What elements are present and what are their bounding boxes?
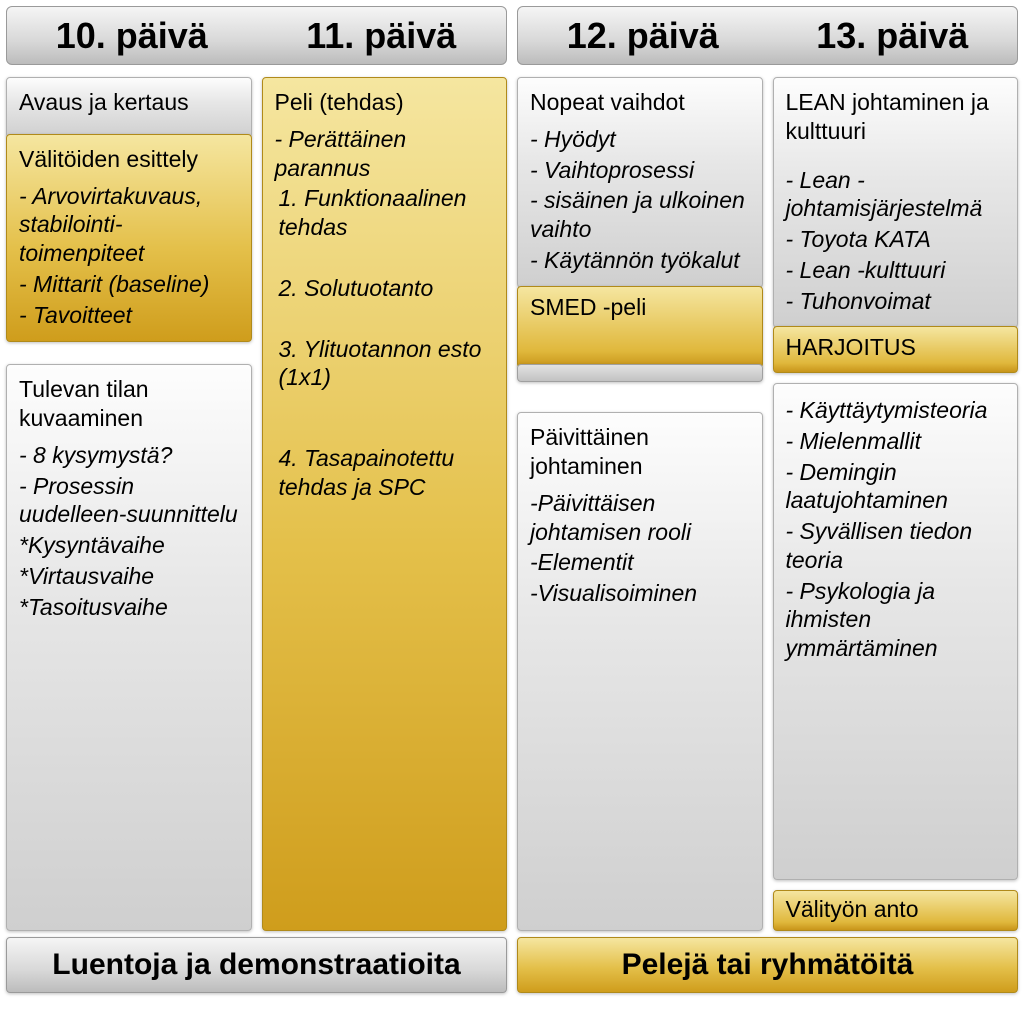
line: - Käyttäytymisteoria <box>786 396 1006 425</box>
line: -Päivittäisen johtamisen rooli <box>530 489 750 547</box>
col4-top-stack: LEAN johtaminen ja kulttuuri - Lean -joh… <box>773 77 1019 373</box>
line: - Lean -johtamisjärjestelmä <box>786 166 1006 224</box>
line: - Hyödyt <box>530 125 750 154</box>
strip-label: Välityön anto <box>786 896 919 922</box>
header-day-12: 12. päivä <box>518 11 768 60</box>
footer: Luentoja ja demonstraatioita Pelejä tai … <box>0 937 1024 999</box>
card-title: Välitöiden esittely <box>19 145 239 174</box>
card-title: Nopeat vaihdot <box>530 88 750 117</box>
header: 10. päivä 11. päivä 12. päivä 13. päivä <box>0 0 1024 65</box>
card-body: - Arvovirtakuvaus, stabilointi-toimenpit… <box>19 182 239 330</box>
footer-right: Pelejä tai ryhmätöitä <box>517 937 1018 993</box>
line: - Arvovirtakuvaus, stabilointi-toimenpit… <box>19 182 239 268</box>
line: - Mittarit (baseline) <box>19 270 239 299</box>
header-left-block: 10. päivä 11. päivä <box>6 6 507 65</box>
header-right-block: 12. päivä 13. päivä <box>517 6 1018 65</box>
line: - Syvällisen tiedon teoria <box>786 517 1006 575</box>
card-title: Peli (tehdas) <box>275 88 495 117</box>
line: 3. Ylituotannon esto (1x1) <box>275 335 495 393</box>
card-tulevan: Tulevan tilan kuvaaminen - 8 kysymystä? … <box>6 364 252 931</box>
card-lean-johtaminen: LEAN johtaminen ja kulttuuri - Lean -joh… <box>773 77 1019 328</box>
header-day-10: 10. päivä <box>7 11 257 60</box>
card-avaus: Avaus ja kertaus <box>6 77 252 138</box>
card-body: - Perättäinen parannus 1. Funktionaaline… <box>275 125 495 502</box>
strip-valityon: Välityön anto <box>773 890 1019 931</box>
card-title: Päivittäinen johtaminen <box>530 423 750 481</box>
line: - Lean -kulttuuri <box>786 256 1006 285</box>
card-title: Tulevan tilan kuvaaminen <box>19 375 239 433</box>
column-day-12: Nopeat vaihdot - Hyödyt - Vaihtoprosessi… <box>517 77 763 931</box>
card-paivittainen: Päivittäinen johtaminen -Päivittäisen jo… <box>517 412 763 931</box>
line: - 8 kysymystä? <box>19 441 239 470</box>
line: 2. Solutuotanto <box>275 274 495 303</box>
col3-top-stack: Nopeat vaihdot - Hyödyt - Vaihtoprosessi… <box>517 77 763 382</box>
header-day-13: 13. päivä <box>768 11 1018 60</box>
line: - Prosessin uudelleen-suunnittelu <box>19 472 239 530</box>
col1-top-stack: Avaus ja kertaus Välitöiden esittely - A… <box>6 77 252 342</box>
card-body: -Päivittäisen johtamisen rooli -Elementi… <box>530 489 750 608</box>
card-peli-tehdas: Peli (tehdas) - Perättäinen parannus 1. … <box>262 77 508 931</box>
strip-harjoitus: HARJOITUS <box>773 326 1019 373</box>
footer-left: Luentoja ja demonstraatioita <box>6 937 507 993</box>
card-nopeat: Nopeat vaihdot - Hyödyt - Vaihtoprosessi… <box>517 77 763 288</box>
column-day-10: Avaus ja kertaus Välitöiden esittely - A… <box>6 77 252 931</box>
line: - Toyota KATA <box>786 225 1006 254</box>
column-day-11: Peli (tehdas) - Perättäinen parannus 1. … <box>262 77 508 931</box>
line: *Tasoitusvaihe <box>19 593 239 622</box>
header-day-11: 11. päivä <box>257 11 507 60</box>
line: - Psykologia ja ihmisten ymmärtäminen <box>786 577 1006 663</box>
line: -Elementit <box>530 548 750 577</box>
divider-strip <box>517 364 763 382</box>
line: - Tuhonvoimat <box>786 287 1006 316</box>
line: *Virtausvaihe <box>19 562 239 591</box>
line: 4. Tasapainotettu tehdas ja SPC <box>275 444 495 502</box>
card-body: - Lean -johtamisjärjestelmä - Toyota KAT… <box>786 166 1006 316</box>
line: - Vaihtoprosessi <box>530 156 750 185</box>
strip-smed: SMED -peli <box>517 286 763 369</box>
line: -Visualisoiminen <box>530 579 750 608</box>
card-title: LEAN johtaminen ja kulttuuri <box>786 88 1006 146</box>
line: - Mielenmallit <box>786 427 1006 456</box>
card-valitoiden: Välitöiden esittely - Arvovirtakuvaus, s… <box>6 134 252 343</box>
line: *Kysyntävaihe <box>19 531 239 560</box>
line: 1. Funktionaalinen tehdas <box>275 184 495 242</box>
card-body: - Käyttäytymisteoria - Mielenmallit - De… <box>786 396 1006 663</box>
column-day-13: LEAN johtaminen ja kulttuuri - Lean -joh… <box>773 77 1019 931</box>
content-grid: Avaus ja kertaus Välitöiden esittely - A… <box>0 65 1024 937</box>
line: - Tavoitteet <box>19 301 239 330</box>
strip-label: HARJOITUS <box>786 334 916 360</box>
strip-label: SMED -peli <box>530 294 646 320</box>
line: - Demingin laatujohtaminen <box>786 458 1006 516</box>
card-kayttaytymisteoria: - Käyttäytymisteoria - Mielenmallit - De… <box>773 383 1019 880</box>
card-title: Avaus ja kertaus <box>19 88 239 117</box>
card-body: - 8 kysymystä? - Prosessin uudelleen-suu… <box>19 441 239 622</box>
line: - Käytännön työkalut <box>530 246 750 275</box>
card-body: - Hyödyt - Vaihtoprosessi - sisäinen ja … <box>530 125 750 275</box>
line: - sisäinen ja ulkoinen vaihto <box>530 186 750 244</box>
line: - Perättäinen parannus <box>275 125 495 183</box>
